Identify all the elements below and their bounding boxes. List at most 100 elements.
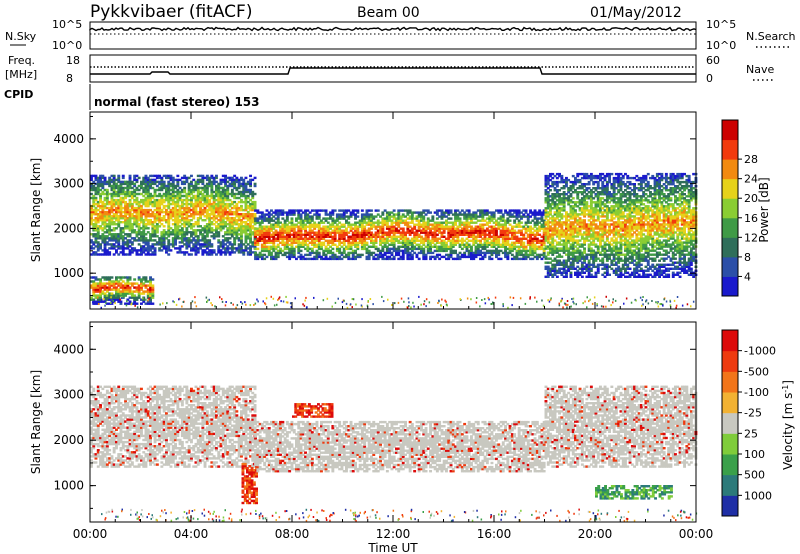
heatmap-cell <box>461 248 464 250</box>
heatmap-cell <box>291 217 294 219</box>
heatmap-cell <box>500 209 503 211</box>
heatmap-cell <box>254 193 257 195</box>
heatmap-cell <box>254 177 257 179</box>
heatmap-cell <box>215 175 218 177</box>
heatmap-cell <box>450 217 453 219</box>
heatmap-cell <box>429 248 432 250</box>
beam-title: Beam 00 <box>357 5 420 21</box>
heatmap-cell <box>233 239 236 241</box>
heatmap-cell <box>377 209 380 211</box>
heatmap-cell <box>318 213 321 215</box>
cpid-panel: CPID normal (fast stereo) 153 <box>4 84 260 110</box>
heatmap-cell <box>151 284 154 286</box>
heatmap-cell <box>108 253 111 255</box>
heatmap-cell <box>427 217 430 219</box>
heatmap-cell <box>129 199 132 201</box>
heatmap-cell <box>491 258 494 260</box>
heatmap-cell <box>129 276 132 278</box>
heatmap-cell <box>108 225 111 227</box>
heatmap-cell <box>167 239 170 241</box>
heatmap-cell <box>509 220 512 222</box>
heatmap-cell <box>254 185 257 187</box>
freq-left-tick-bottom: 8 <box>66 72 73 85</box>
heatmap-cell <box>136 197 139 199</box>
heatmap-cell <box>213 249 216 251</box>
heatmap-cell <box>224 253 227 255</box>
noise-panel: N.Sky 10^5 10^0 10^5 10^0 N.Search <box>5 18 796 52</box>
heatmap-cell <box>210 243 213 245</box>
heatmap-cell <box>136 303 139 305</box>
heatmap-cell <box>95 197 98 199</box>
heatmap-cell <box>549 189 552 191</box>
noise-left-tick-top: 10^5 <box>52 18 82 31</box>
heatmap-cell <box>522 234 525 236</box>
heatmap-cell <box>300 250 303 252</box>
heatmap-cell <box>176 175 179 177</box>
heatmap-cell <box>201 253 204 255</box>
heatmap-cell <box>113 253 116 255</box>
heatmap-cell <box>167 253 170 255</box>
heatmap-cell <box>195 253 198 255</box>
heatmap-cell <box>506 234 509 236</box>
freq-panel: Freq. [MHz] 18 8 60 0 Nave <box>5 54 774 85</box>
heatmap-cell <box>240 205 243 207</box>
heatmap-cell <box>402 228 405 230</box>
heatmap-cell <box>245 185 248 187</box>
noise-right-tick-bottom: 10^0 <box>706 39 736 52</box>
heatmap-cell <box>565 183 568 185</box>
heatmap-cell <box>147 227 150 229</box>
heatmap-cell <box>108 251 111 253</box>
heatmap-cell <box>281 217 284 219</box>
heatmap-cell <box>356 215 359 217</box>
heatmap-cell <box>160 223 163 225</box>
heatmap-cell <box>158 225 161 227</box>
heatmap-cell <box>520 222 523 224</box>
heatmap-cell <box>138 177 141 179</box>
heatmap-cell <box>129 175 132 177</box>
heatmap-cell <box>370 232 373 234</box>
heatmap-cell <box>311 248 314 250</box>
heatmap-cell <box>418 258 421 260</box>
cpid-text: normal (fast stereo) 153 <box>94 95 260 109</box>
heatmap-cell <box>556 183 559 185</box>
heatmap-cell <box>525 209 528 211</box>
heatmap-cell <box>436 234 439 236</box>
heatmap-cell <box>293 248 296 250</box>
heatmap-cell <box>183 253 186 255</box>
heatmap-cell <box>122 280 125 282</box>
heatmap-cell <box>185 251 188 253</box>
heatmap-cell <box>356 248 359 250</box>
noise-right-label: N.Search <box>746 30 796 43</box>
heatmap-cell <box>151 278 154 280</box>
heatmap-cell <box>291 220 294 222</box>
heatmap-cell <box>154 253 157 255</box>
heatmap-cell <box>338 248 341 250</box>
heatmap-cell <box>210 185 213 187</box>
heatmap-cell <box>133 294 136 296</box>
heatmap-cell <box>393 209 396 211</box>
heatmap-cell <box>522 242 525 244</box>
heatmap-cell <box>370 209 373 211</box>
heatmap-cell <box>381 248 384 250</box>
heatmap-cell <box>356 209 359 211</box>
heatmap-cell <box>256 248 259 250</box>
heatmap-cell <box>366 242 369 244</box>
heatmap-cell <box>459 217 462 219</box>
heatmap-cell <box>245 239 248 241</box>
heatmap-cell <box>163 225 166 227</box>
heatmap-cell <box>249 175 252 177</box>
heatmap-cell <box>229 253 232 255</box>
heatmap-cell <box>133 278 136 280</box>
heatmap-cell <box>361 209 364 211</box>
heatmap-cell <box>422 248 425 250</box>
heatmap-cell <box>117 253 120 255</box>
heatmap-cell <box>192 225 195 227</box>
heatmap-cell <box>468 209 471 211</box>
heatmap-cell <box>131 225 134 227</box>
nave-label: Nave <box>746 63 774 76</box>
heatmap-cell <box>163 239 166 241</box>
heatmap-cell <box>560 175 563 177</box>
heatmap-cell <box>454 250 457 252</box>
heatmap-cell <box>334 234 337 236</box>
